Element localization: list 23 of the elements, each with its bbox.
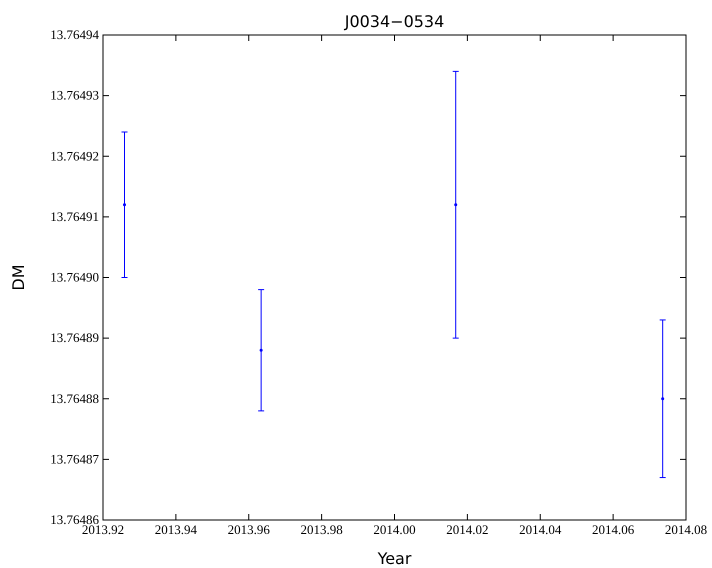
x-tick-label: 2014.06: [592, 522, 635, 537]
y-tick-label: 13.76491: [50, 208, 99, 224]
x-tick-label: 2014.08: [664, 522, 708, 537]
y-tick-label: 13.76489: [50, 330, 99, 346]
point: [661, 397, 664, 400]
point: [454, 203, 458, 206]
y-tick-label: 13.76494: [50, 27, 100, 42]
y-tick-label: 13.76493: [50, 88, 99, 103]
x-tick-label: 2013.94: [154, 522, 198, 537]
x-tick-label: 2014.02: [446, 522, 488, 537]
y-tick-label: 13.76492: [50, 148, 99, 164]
x-tick-label: 2014.00: [373, 522, 416, 537]
x-tick-label: 2014.04: [519, 522, 562, 537]
y-tick-label: 13.76487: [50, 451, 100, 466]
x-tick-label: 2013.96: [228, 522, 270, 537]
y-axis-title: DM: [9, 264, 28, 291]
x-tick-label: 2013.98: [300, 522, 343, 537]
point: [123, 203, 126, 206]
chart-title: J0034−0534: [344, 12, 444, 31]
y-tick-label: 13.76490: [50, 270, 99, 284]
y-tick-label: 13.76488: [50, 390, 99, 406]
x-axis-title: Year: [376, 549, 412, 568]
point: [260, 348, 263, 352]
